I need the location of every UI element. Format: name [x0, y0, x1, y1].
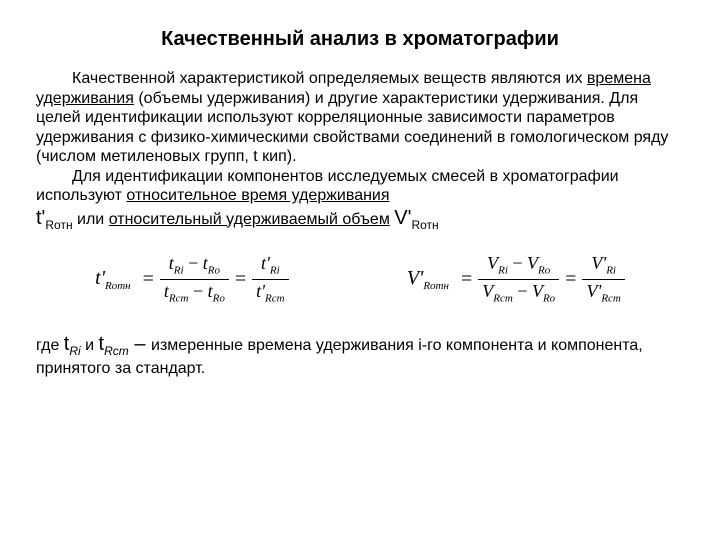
s: Ri — [606, 265, 616, 277]
s: Ri — [498, 265, 508, 277]
p2-underline-1: относительное время удерживания — [126, 187, 389, 204]
s: Ri — [174, 265, 184, 277]
t: V' — [591, 253, 606, 273]
eq-t-f2-den: t'Rст — [252, 282, 288, 305]
eq-v-frac-1: VRi − VRo VRст − VRo — [478, 254, 559, 305]
eq-t-f1-num: tRi − tRo — [165, 254, 224, 277]
eq-t-lhs: t'Rотн — [95, 267, 130, 292]
formula-row: t'Rотн = tRi − tRo tRст − tRo = t'Ri t'R… — [36, 254, 684, 305]
eq-v-f1-den: VRст − VRo — [478, 282, 559, 305]
eq-t-frac-2: t'Ri t'Rст — [252, 254, 288, 305]
s: Rст — [169, 293, 189, 305]
v2s: Rст — [104, 344, 129, 358]
t: t' — [256, 281, 265, 301]
eq-t-lhs-main: t' — [95, 267, 105, 289]
equals-icon: = — [235, 268, 246, 291]
footer-paragraph: где tRi и tRст – измеренные времена удер… — [36, 332, 684, 379]
var-t-rel-main: t' — [36, 207, 45, 229]
var-v-rel: V'Rотн — [394, 207, 438, 229]
eq-v-lhs-main: V' — [407, 267, 424, 289]
var-v-rel-sub: Rотн — [411, 218, 438, 232]
var-tri: tRi — [64, 333, 81, 355]
t: V — [487, 253, 498, 273]
footer-pre: где — [36, 337, 64, 354]
fraction-bar — [160, 279, 229, 280]
eq-t-lhs-sub: Rотн — [105, 280, 131, 292]
t: V — [527, 253, 538, 273]
equals-icon: = — [461, 268, 472, 291]
eq-t-frac-1: tRi − tRo tRст − tRo — [160, 254, 229, 305]
eq-v-frac-2: V'Ri V'Rст — [582, 254, 624, 305]
fraction-bar — [478, 279, 559, 280]
s: Ro — [213, 293, 225, 305]
p1-text-a: Качественной характеристикой определяемы… — [72, 70, 587, 87]
eq-t-f2-num: t'Ri — [257, 254, 284, 277]
t: V' — [586, 281, 601, 301]
document-page: Качественный анализ в хроматографии Каче… — [0, 0, 720, 540]
p2-underline-2: относительный удерживаемый объем — [109, 211, 390, 228]
footer-and: и — [81, 337, 99, 354]
var-t-rel-sub: Rотн — [45, 218, 72, 232]
var-trst: tRст — [99, 333, 129, 355]
t: V — [482, 281, 493, 301]
s: Rст — [265, 293, 285, 305]
s: Ro — [538, 265, 550, 277]
p2-mid: или — [73, 211, 109, 228]
equals-icon: = — [143, 268, 154, 291]
s: Ro — [543, 293, 555, 305]
fraction-bar — [582, 279, 624, 280]
paragraph-1: Качественной характеристикой определяемы… — [36, 69, 684, 167]
t: t' — [261, 253, 270, 273]
eq-v-lhs: V'Rотн — [407, 267, 449, 292]
equation-v: V'Rотн = VRi − VRo VRст − VRo = V'Ri V'R… — [407, 254, 625, 305]
fraction-bar — [252, 279, 288, 280]
var-v-rel-main: V' — [394, 207, 411, 229]
v1s: Ri — [69, 344, 80, 358]
eq-v-f2-den: V'Rст — [582, 282, 624, 305]
eq-v-f1-num: VRi − VRo — [483, 254, 554, 277]
footer-dash: – — [129, 333, 151, 355]
s: Rст — [601, 293, 621, 305]
s: Rст — [493, 293, 513, 305]
s: Ri — [270, 265, 280, 277]
var-t-rel: t'Rотн — [36, 207, 73, 229]
t: V — [532, 281, 543, 301]
page-title: Качественный анализ в хроматографии — [36, 28, 684, 51]
equation-t: t'Rотн = tRi − tRo tRст − tRo = t'Ri t'R… — [95, 254, 288, 305]
eq-t-f1-den: tRст − tRo — [160, 282, 229, 305]
eq-v-f2-num: V'Ri — [587, 254, 620, 277]
paragraph-2: Для идентификации компонентов исследуемы… — [36, 167, 684, 233]
equals-icon: = — [565, 268, 576, 291]
s: Ro — [208, 265, 220, 277]
eq-v-lhs-sub: Rотн — [423, 280, 449, 292]
